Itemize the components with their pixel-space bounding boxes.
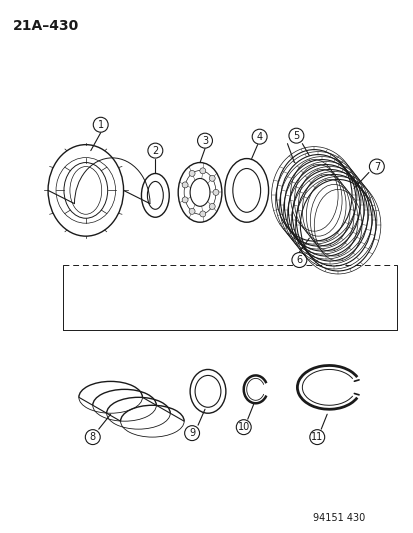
Text: 7: 7 <box>373 161 379 172</box>
Circle shape <box>93 117 108 132</box>
Circle shape <box>209 204 215 209</box>
Text: 1: 1 <box>97 120 104 130</box>
Text: 6: 6 <box>296 255 302 265</box>
Circle shape <box>182 182 188 188</box>
Circle shape <box>288 128 303 143</box>
Circle shape <box>182 197 188 203</box>
Circle shape <box>197 133 212 148</box>
Circle shape <box>189 208 195 214</box>
Text: 94151 430: 94151 430 <box>312 513 364 523</box>
Text: 11: 11 <box>311 432 323 442</box>
Circle shape <box>209 175 215 181</box>
Text: 2: 2 <box>152 146 158 156</box>
Circle shape <box>236 419 251 434</box>
Text: 5: 5 <box>292 131 299 141</box>
Circle shape <box>291 253 306 268</box>
Circle shape <box>199 211 205 217</box>
Circle shape <box>189 171 195 176</box>
Circle shape <box>147 143 162 158</box>
Text: 21A–430: 21A–430 <box>13 19 79 33</box>
Circle shape <box>309 430 324 445</box>
Text: 10: 10 <box>237 422 249 432</box>
Text: 4: 4 <box>256 132 262 142</box>
Circle shape <box>252 129 266 144</box>
Circle shape <box>199 168 205 174</box>
Text: 9: 9 <box>189 428 195 438</box>
Circle shape <box>368 159 383 174</box>
Circle shape <box>85 430 100 445</box>
Circle shape <box>184 426 199 441</box>
Text: 3: 3 <box>202 136 208 146</box>
Text: 8: 8 <box>90 432 95 442</box>
Circle shape <box>212 189 218 196</box>
